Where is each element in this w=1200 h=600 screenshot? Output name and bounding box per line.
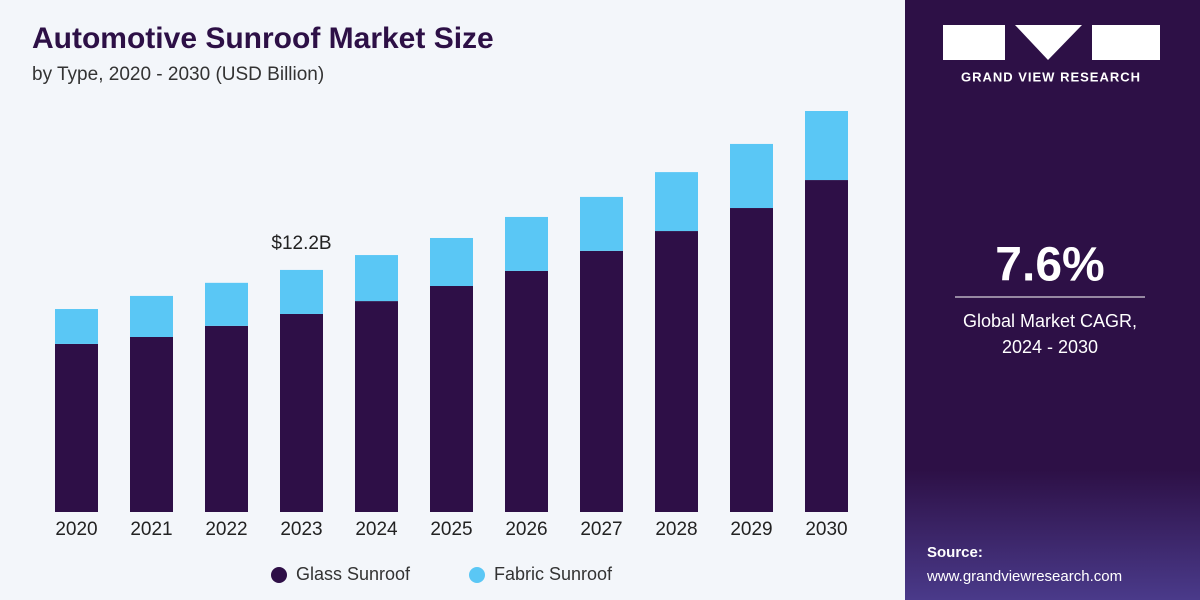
bar-segment xyxy=(355,255,398,302)
bar-segment xyxy=(355,301,398,512)
data-label: $12.2B xyxy=(271,233,331,254)
cagr-value: 7.6% xyxy=(995,239,1104,292)
bar-segment xyxy=(580,250,623,512)
logo xyxy=(943,25,1160,60)
x-tick-label: 2022 xyxy=(205,519,247,540)
bar-segment xyxy=(730,143,773,209)
source-url: www.grandviewresearch.com xyxy=(926,568,1122,585)
bar-segment xyxy=(130,295,173,337)
x-tick-label: 2021 xyxy=(130,519,172,540)
chart-title: Automotive Sunroof Market Size xyxy=(32,22,494,55)
bar-segment xyxy=(55,309,98,344)
bar-segment xyxy=(55,343,98,512)
cagr-label: 2024 - 2030 xyxy=(1002,337,1098,357)
bar-segment xyxy=(505,216,548,271)
bar-segment xyxy=(730,208,773,512)
bar-segment xyxy=(505,270,548,512)
x-tick-label: 2027 xyxy=(580,519,622,540)
bar-segment xyxy=(280,313,323,512)
x-tick-label: 2026 xyxy=(505,519,547,540)
legend-swatch xyxy=(469,567,485,583)
legend-label: Fabric Sunroof xyxy=(494,564,613,584)
x-tick-label: 2020 xyxy=(55,519,97,540)
brand-name: GRAND VIEW RESEARCH xyxy=(961,69,1141,84)
legend-label: Glass Sunroof xyxy=(296,564,411,584)
legend-swatch xyxy=(271,567,287,583)
logo-g xyxy=(943,25,1005,60)
logo-v xyxy=(1015,25,1082,60)
x-tick-label: 2025 xyxy=(430,519,472,540)
x-tick-label: 2023 xyxy=(280,519,322,540)
bar-segment xyxy=(430,286,473,512)
cagr-label: Global Market CAGR, xyxy=(963,311,1137,331)
x-tick-label: 2024 xyxy=(355,519,398,540)
bar-segment xyxy=(655,231,698,512)
x-tick-label: 2029 xyxy=(730,519,772,540)
bar-segment xyxy=(130,336,173,512)
bar-segment xyxy=(805,180,848,512)
x-tick-label: 2028 xyxy=(655,519,697,540)
bar-segment xyxy=(280,269,323,314)
chart-subtitle: by Type, 2020 - 2030 (USD Billion) xyxy=(32,64,324,85)
bar-segment xyxy=(655,172,698,232)
logo-r xyxy=(1092,25,1160,60)
bar-segment xyxy=(430,237,473,287)
bar-segment xyxy=(580,196,623,251)
panel-footer xyxy=(905,470,1200,600)
bar-segment xyxy=(205,282,248,326)
bar-segment xyxy=(205,325,248,512)
x-tick-label: 2030 xyxy=(805,519,847,540)
source-label: Source: xyxy=(927,544,983,561)
bar-segment xyxy=(805,111,848,181)
